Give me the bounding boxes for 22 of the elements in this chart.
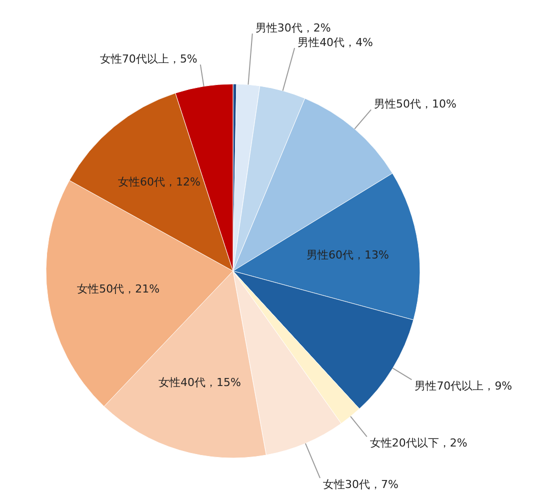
data-label: ，15% — [205, 376, 241, 390]
slice-label: 女性20代以下 — [370, 436, 439, 450]
data-label: ，12% — [165, 176, 201, 189]
slice-label: 男性60代 — [306, 248, 354, 262]
data-label: ，7% — [370, 478, 398, 492]
data-label: ，10% — [421, 98, 457, 111]
slice-label: 女性30代 — [323, 478, 370, 492]
data-label: ，13% — [354, 248, 389, 262]
data-label: ，5% — [168, 52, 198, 66]
slice-label: 男性30代 — [255, 22, 302, 35]
slice-label: 男性50代 — [374, 98, 422, 111]
slice-label: 男性70代以上 — [414, 380, 484, 393]
slice-label: 女性60代 — [118, 176, 166, 189]
data-label: ，21% — [124, 282, 160, 296]
data-label: ，2% — [438, 436, 468, 450]
data-label: ，2% — [302, 22, 331, 35]
slice-label: 女性50代 — [77, 282, 124, 296]
data-label: ，4% — [344, 36, 374, 49]
data-label: ，9% — [484, 380, 512, 393]
slice-label: 女性40代 — [158, 376, 206, 390]
slice-label: 男性40代 — [298, 36, 345, 49]
slice-label: 女性70代以上 — [100, 52, 169, 66]
